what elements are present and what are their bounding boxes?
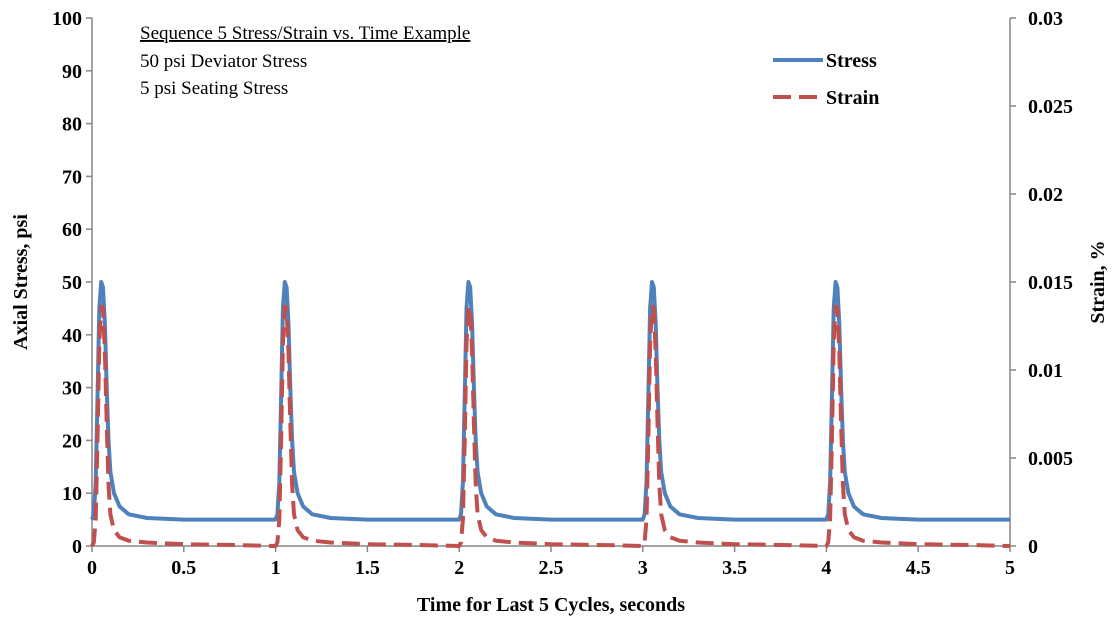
y-tick-label: 10 [62, 483, 82, 505]
x-tick-label: 4 [821, 557, 831, 579]
y-tick-label: 50 [62, 272, 82, 294]
annotation-title: Sequence 5 Stress/Strain vs. Time Exampl… [140, 23, 470, 44]
tick-labels: 0 0.5 1 1.5 2 2.5 3 3.5 4 4.5 50102030405060708090… [52, 8, 1073, 579]
y-tick-label: 30 [62, 378, 82, 400]
x-tick-label: 1 [271, 557, 281, 579]
x-tick-label: 4.5 [906, 557, 931, 579]
x-tick-label: 3.5 [722, 557, 747, 579]
y-tick-label: 60 [62, 219, 82, 241]
y-axis-title: Axial Stress, psi [10, 214, 32, 350]
y2-tick-label: 0.01 [1028, 360, 1063, 382]
y-tick-label: 70 [62, 166, 82, 188]
y2-tick-label: 0.03 [1028, 8, 1063, 30]
series-line-stress [90, 280, 1010, 522]
y-tick-label: 20 [62, 430, 82, 452]
y-tick-label: 0 [72, 536, 82, 558]
x-axis-title: Time for Last 5 Cycles, seconds [417, 594, 685, 616]
x-tick-label: 3 [638, 557, 648, 579]
series-layer [90, 280, 1011, 548]
series-line-strain [90, 304, 1011, 548]
x-tick-label: 1.5 [355, 557, 380, 579]
y2-tick-label: 0 [1028, 536, 1038, 558]
x-tick-label: 0 [87, 557, 97, 579]
y2-tick-label: 0.005 [1028, 448, 1073, 470]
annotation-block: Sequence 5 Stress/Strain vs. Time Exampl… [140, 23, 470, 99]
y2-tick-label: 0.02 [1028, 184, 1063, 206]
x-tick-label: 2 [454, 557, 464, 579]
legend-label-stress: Stress [826, 50, 877, 72]
x-tick-label: 2.5 [539, 557, 564, 579]
x-tick-label: 0.5 [171, 557, 196, 579]
y2-axis-title: Strain, % [1087, 240, 1109, 323]
y2-tick-label: 0.015 [1028, 272, 1073, 294]
annotation-seating-stress: 5 psi Seating Stress [140, 78, 288, 99]
annotation-deviator-stress: 50 psi Deviator Stress [140, 51, 307, 72]
y-tick-label: 90 [62, 61, 82, 83]
y-tick-label: 80 [62, 114, 82, 136]
y-tick-label: 40 [62, 325, 82, 347]
x-tick-label: 5 [1005, 557, 1015, 579]
y2-tick-label: 0.025 [1028, 96, 1073, 118]
y-tick-label: 100 [52, 8, 82, 30]
legend: Stress Strain [773, 50, 879, 109]
legend-label-strain: Strain [826, 87, 879, 109]
